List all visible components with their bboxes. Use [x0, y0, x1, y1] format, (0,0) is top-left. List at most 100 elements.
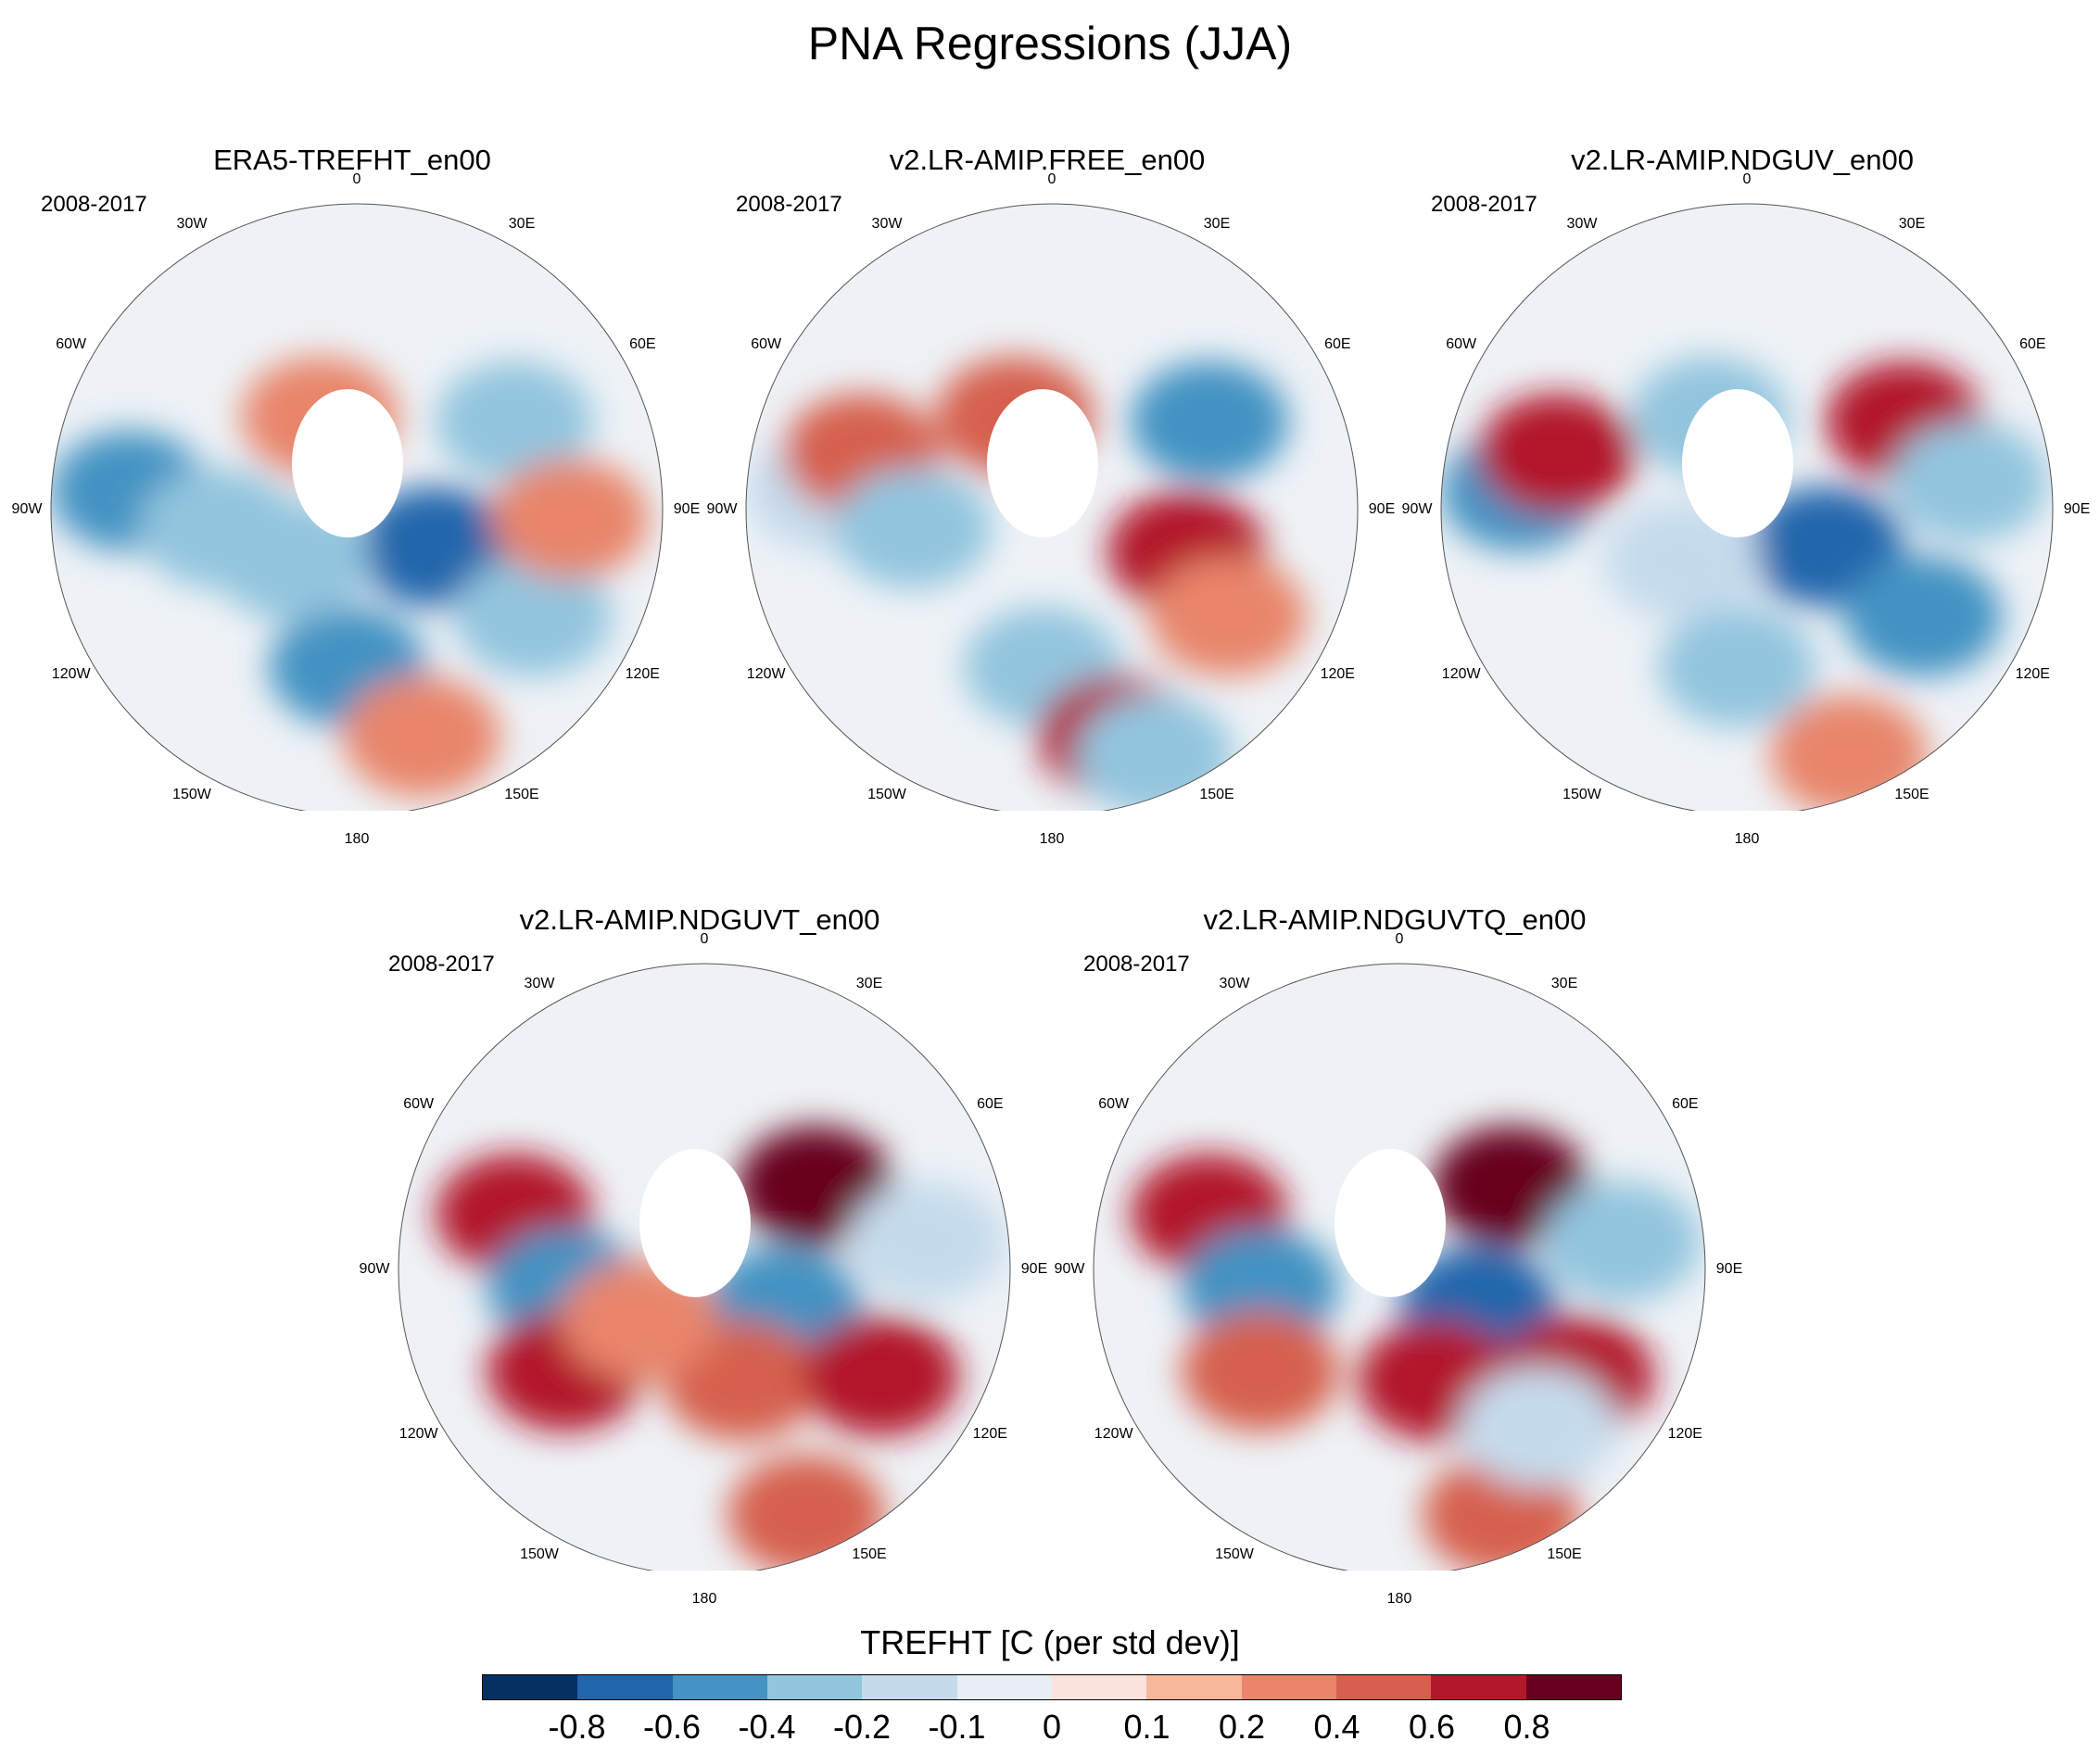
panel-title: v2.LR-AMIP.FREE_en00: [889, 144, 1206, 176]
anomaly-region-mediterranean: [1460, 1367, 1617, 1487]
longitude-label: 150E: [504, 787, 539, 803]
colorbar-tick-label: -0.2: [832, 1708, 892, 1746]
panel-title: v2.LR-AMIP.NDGUVTQ_en00: [1203, 903, 1587, 936]
longitude-label: 120E: [972, 1426, 1007, 1442]
longitude-label: 150E: [1547, 1546, 1582, 1563]
longitude-label: 90E: [1715, 1261, 1743, 1277]
colorbar-swatch: [956, 1675, 1052, 1699]
longitude-label: 90W: [359, 1261, 390, 1277]
longitude-label: 180: [691, 1591, 717, 1607]
longitude-label: 120E: [2015, 666, 2050, 682]
polar-map: [745, 203, 1359, 811]
polar-missing-data: [639, 1149, 751, 1297]
longitude-label: 150E: [1894, 787, 1929, 803]
longitude-label: 60W: [1098, 1096, 1130, 1112]
period-label: 2008-2017: [1431, 192, 1537, 217]
longitude-label: 150W: [172, 787, 211, 803]
colorbar-swatch: [483, 1675, 578, 1699]
colorbar-swatch: [1525, 1675, 1621, 1699]
longitude-label: 120E: [1667, 1426, 1702, 1442]
longitude-label: 90E: [1020, 1261, 1048, 1277]
polar-missing-data: [292, 389, 403, 537]
longitude-label: 120W: [1441, 666, 1481, 682]
colorbar-tick-label: 0.8: [1503, 1708, 1550, 1746]
longitude-label: 0: [1047, 171, 1056, 187]
colorbar-tick-label: 0.1: [1123, 1708, 1170, 1746]
polar-map: [1093, 963, 1706, 1571]
longitude-label: 180: [1386, 1591, 1412, 1607]
longitude-label: 30W: [1219, 975, 1250, 991]
longitude-label: 180: [344, 831, 370, 847]
polar-missing-data: [1682, 389, 1793, 537]
colorbar-tick-label: 0.2: [1218, 1708, 1266, 1746]
longitude-label: 30W: [524, 975, 555, 991]
longitude-label: 120E: [625, 666, 660, 682]
anomaly-region-subtropical-atlantic: [343, 676, 500, 797]
longitude-label: 180: [1734, 831, 1760, 847]
longitude-label: 150E: [852, 1546, 887, 1563]
longitude-label: 30W: [1566, 215, 1598, 232]
map-panel: v2.LR-AMIP.NDGUVT_en00 2008-2017 180 150E 12…: [360, 903, 1048, 1607]
anomaly-region-hudson-bay: [834, 468, 992, 588]
period-label: 2008-2017: [1083, 952, 1190, 977]
longitude-label: 90E: [673, 501, 701, 517]
map-boundary: [50, 203, 664, 811]
longitude-label: 150W: [1562, 787, 1601, 803]
colorbar-title: TREFHT [C (per std dev)]: [860, 1623, 1240, 1661]
longitude-label: 150E: [1199, 787, 1234, 803]
polar-map: [398, 963, 1011, 1571]
period-label: 2008-2017: [388, 952, 495, 977]
colorbar-swatch: [766, 1675, 863, 1699]
anomaly-region-hudson-bay: [1182, 1228, 1339, 1348]
longitude-label: 30E: [855, 975, 883, 991]
longitude-label: 90W: [11, 501, 43, 517]
anomaly-region-siberia: [737, 1126, 894, 1246]
longitude-label: 0: [700, 931, 709, 947]
colorbar-swatch: [862, 1675, 957, 1699]
anomaly-region-east-siberia: [436, 361, 593, 482]
longitude-label: 120W: [398, 1426, 438, 1442]
panel-title: ERA5-TREFHT_en00: [213, 144, 491, 176]
map-boundary: [1093, 963, 1706, 1571]
longitude-label: 30W: [176, 215, 208, 232]
longitude-label: 150W: [867, 787, 906, 803]
colorbar-tick-label: 0.6: [1408, 1708, 1456, 1746]
anomaly-region-east-us: [1182, 1311, 1339, 1432]
map-panel: v2.LR-AMIP.NDGUV_en00 2008-2017 180 150E 120…: [1402, 144, 2091, 847]
longitude-label: 60E: [1324, 336, 1351, 352]
longitude-label: 90W: [706, 501, 738, 517]
polar-map: [50, 203, 664, 811]
longitude-label: 150W: [1215, 1546, 1254, 1563]
anomaly-region-east-asia: [1891, 422, 2048, 542]
longitude-label: 90E: [1368, 501, 1396, 517]
longitude-label: 30E: [1203, 215, 1231, 232]
colorbar-tick-label: -0.8: [548, 1708, 606, 1746]
colorbar-tick-label: -0.1: [928, 1708, 986, 1746]
longitude-label: 60W: [403, 1096, 435, 1112]
longitude-label: 60E: [2019, 336, 2046, 352]
anomaly-region-east-asia: [848, 1181, 1006, 1302]
anomaly-region-central-asia-east: [491, 459, 649, 579]
map-boundary: [398, 963, 1011, 1571]
colorbar-swatch: [1051, 1675, 1147, 1699]
longitude-label: 0: [1395, 931, 1404, 947]
longitude-label: 60E: [1672, 1096, 1699, 1112]
polar-missing-data: [987, 389, 1098, 537]
anomaly-region-central-asia: [802, 1316, 959, 1436]
longitude-label: 60W: [751, 336, 782, 352]
longitude-label: 90W: [1401, 501, 1433, 517]
period-label: 2008-2017: [736, 192, 842, 217]
colorbar-swatch: [1431, 1675, 1526, 1699]
polar-missing-data: [1335, 1149, 1446, 1297]
colorbar: [482, 1674, 1622, 1700]
colorbar-tick-label: -0.6: [642, 1708, 702, 1746]
panel-title: v2.LR-AMIP.NDGUV_en00: [1571, 144, 1914, 176]
anomaly-region-siberia: [1432, 1126, 1589, 1246]
longitude-label: 30E: [1550, 975, 1578, 991]
longitude-label: 60W: [1446, 336, 1477, 352]
anomaly-region-east-asia: [1543, 1181, 1701, 1302]
longitude-label: 120W: [746, 666, 786, 682]
longitude-label: 0: [1742, 171, 1752, 187]
anomaly-region-central-asia: [1844, 556, 2002, 676]
map-panel: v2.LR-AMIP.NDGUVTQ_en00 2008-2017 180 150E 1…: [1055, 903, 1743, 1607]
